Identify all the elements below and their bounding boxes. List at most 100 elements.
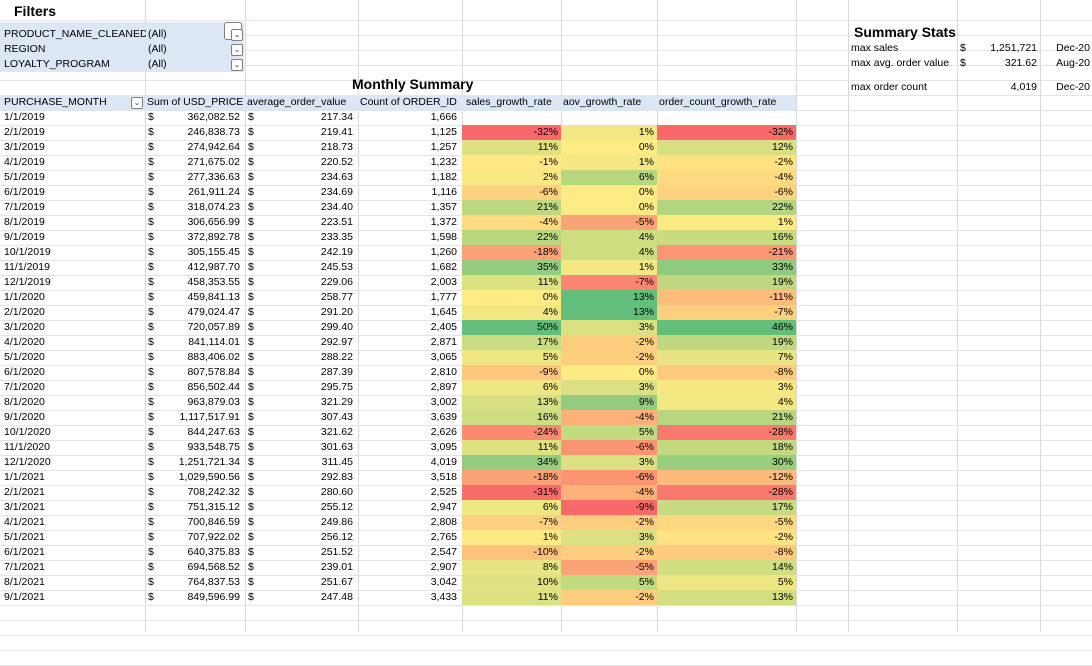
month-cell: 1/1/2020 (4, 291, 45, 303)
gridline-horizontal (0, 620, 1092, 621)
value-cell (657, 110, 796, 125)
table-row: 3/1/2020 720,057.89 299.40 2,405 50% 3% 46% $ $ (0, 320, 1092, 335)
month-cell: 2/1/2021 (4, 486, 45, 498)
value-cell: 218.73 (320, 141, 353, 153)
value-cell: 22% (657, 200, 796, 215)
value-cell: 2,405 (430, 321, 457, 333)
month-cell: 5/1/2021 (4, 531, 45, 543)
value-cell: -32% (657, 125, 796, 140)
currency-symbol: $ (248, 501, 254, 513)
chevron-down-icon[interactable]: ⌄ (231, 59, 243, 71)
value-cell: 841,114.01 (188, 336, 240, 348)
currency-symbol: $ (148, 411, 154, 423)
currency-symbol: $ (248, 456, 254, 468)
pivot-header-background (0, 95, 796, 110)
filter-value[interactable]: (All) (148, 43, 167, 55)
table-row: 1/1/2020 459,841.13 258.77 1,777 0% 13% -11% $ $ (0, 290, 1092, 305)
value-cell: 720,057.89 (187, 321, 240, 333)
stat-month: Dec-20 (1056, 81, 1090, 93)
value-cell: 372,892.78 (187, 231, 240, 243)
value-cell: 708,242.32 (187, 486, 240, 498)
table-row: 8/1/2019 306,656.99 223.51 1,372 -4% -5% 1% $ $ (0, 215, 1092, 230)
month-cell: 8/1/2020 (4, 396, 45, 408)
value-cell: -28% (657, 485, 796, 500)
value-cell: 0% (462, 290, 561, 305)
value-cell: 220.52 (320, 156, 353, 168)
chevron-down-icon[interactable]: ⌄ (231, 29, 243, 41)
value-cell: -5% (561, 560, 657, 575)
value-cell: 3% (561, 320, 657, 335)
value-cell: 19% (657, 335, 796, 350)
value-cell: -4% (657, 170, 796, 185)
value-cell: 22% (462, 230, 561, 245)
filter-value[interactable]: (All) (148, 28, 167, 40)
table-row: 6/1/2020 807,578.84 287.39 2,810 -9% 0% -8% $ $ (0, 365, 1092, 380)
value-cell: -6% (561, 470, 657, 485)
value-cell: 1,257 (430, 141, 457, 153)
value-cell: -21% (657, 245, 796, 260)
value-cell: 318,074.23 (187, 201, 240, 213)
value-cell: 458,353.55 (187, 276, 240, 288)
currency-symbol: $ (248, 591, 254, 603)
currency-symbol: $ (248, 336, 254, 348)
currency-symbol: $ (248, 126, 254, 138)
value-cell: 280.60 (320, 486, 353, 498)
value-cell (561, 110, 657, 125)
chevron-down-icon[interactable]: ⌄ (231, 44, 243, 56)
value-cell: 1,251,721.34 (178, 456, 240, 468)
value-cell: 274,942.64 (187, 141, 240, 153)
value-cell: 1,232 (430, 156, 457, 168)
currency-symbol: $ (248, 246, 254, 258)
value-cell: 16% (462, 410, 561, 425)
currency-symbol: $ (148, 381, 154, 393)
value-cell: 6% (462, 500, 561, 515)
column-header[interactable]: PURCHASE_MONTH (4, 96, 107, 108)
value-cell: -18% (462, 245, 561, 260)
value-cell: -2% (561, 515, 657, 530)
value-cell: 2,765 (430, 531, 457, 543)
value-cell: 1,125 (430, 126, 457, 138)
month-cell: 1/1/2021 (4, 471, 45, 483)
currency-symbol: $ (148, 471, 154, 483)
value-cell: 3,639 (430, 411, 457, 423)
column-filter-dropdown-icon[interactable]: ⌄ (131, 97, 143, 109)
value-cell: 21% (657, 410, 796, 425)
value-cell: 2,808 (430, 516, 457, 528)
value-cell: 223.51 (320, 216, 353, 228)
value-cell: 4% (657, 395, 796, 410)
value-cell: 13% (561, 305, 657, 320)
currency-symbol: $ (248, 171, 254, 183)
value-cell: 1,645 (430, 306, 457, 318)
value-cell: 311.45 (321, 456, 353, 468)
value-cell: 7% (657, 350, 796, 365)
value-cell: 3% (561, 380, 657, 395)
value-cell: 17% (657, 500, 796, 515)
value-cell: 1,777 (430, 291, 457, 303)
column-header: Sum of USD_PRICE (147, 96, 244, 108)
value-cell: 11% (462, 140, 561, 155)
month-cell: 10/1/2019 (4, 246, 51, 258)
month-cell: 7/1/2020 (4, 381, 45, 393)
stat-currency: $ (960, 42, 966, 54)
value-cell: 46% (657, 320, 796, 335)
value-cell: 245.53 (320, 261, 353, 273)
month-cell: 6/1/2020 (4, 366, 45, 378)
currency-symbol: $ (148, 111, 154, 123)
gridline-horizontal (0, 650, 1092, 651)
table-row: 1/1/2021 1,029,590.56 292.83 3,518 -18% -6% -1… (0, 470, 1092, 485)
currency-symbol: $ (248, 546, 254, 558)
value-cell: 1,357 (430, 201, 457, 213)
currency-symbol: $ (148, 456, 154, 468)
value-cell: -6% (561, 440, 657, 455)
currency-symbol: $ (148, 261, 154, 273)
currency-symbol: $ (248, 351, 254, 363)
value-cell: 11% (462, 275, 561, 290)
value-cell: 13% (462, 395, 561, 410)
table-row: 12/1/2019 458,353.55 229.06 2,003 11% -7% 19% $… (0, 275, 1092, 290)
filter-value[interactable]: (All) (148, 58, 167, 70)
table-row: 2/1/2019 246,838.73 219.41 1,125 -32% 1% -32% $… (0, 125, 1092, 140)
table-row: 7/1/2020 856,502.44 295.75 2,897 6% 3% 3% $ $ (0, 380, 1092, 395)
value-cell: 8% (462, 560, 561, 575)
currency-symbol: $ (148, 291, 154, 303)
table-row: 11/1/2020 933,548.75 301.63 3,095 11% -6% 18% $… (0, 440, 1092, 455)
